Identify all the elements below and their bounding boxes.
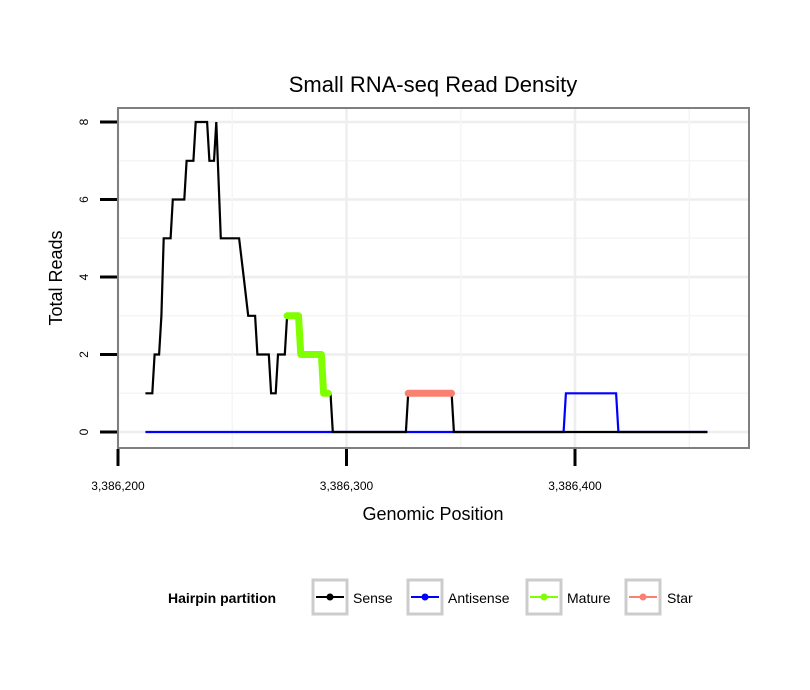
legend-label-sense: Sense bbox=[353, 590, 393, 606]
plot-panel-border bbox=[117, 107, 750, 449]
y-tick-label: 4 bbox=[77, 273, 91, 280]
legend-label-star: Star bbox=[667, 590, 693, 606]
series-layer bbox=[145, 120, 708, 434]
x-axis-ticks: 3,386,200 3,386,300 3,386,400 bbox=[91, 449, 602, 493]
chart-title: Small RNA-seq Read Density bbox=[289, 72, 578, 97]
y-axis-ticks: 0 2 4 6 8 bbox=[77, 118, 117, 435]
legend: Sense Antisense Mature Star bbox=[311, 578, 693, 616]
legend-key-point-star bbox=[639, 593, 647, 601]
legend-title: Hairpin partition bbox=[168, 590, 276, 606]
y-tick-label: 6 bbox=[77, 196, 91, 203]
legend-label-antisense: Antisense bbox=[448, 590, 510, 606]
legend-key-point-mature bbox=[540, 593, 548, 601]
legend-key-point-sense bbox=[326, 593, 334, 601]
series-line-mature bbox=[283, 312, 332, 397]
legend-label-mature: Mature bbox=[567, 590, 611, 606]
y-tick-label: 2 bbox=[77, 351, 91, 358]
x-tick-label: 3,386,300 bbox=[320, 479, 374, 493]
x-tick-label: 3,386,400 bbox=[548, 479, 602, 493]
legend-key-point-antisense bbox=[421, 593, 429, 601]
y-axis-label: Total Reads bbox=[46, 230, 66, 325]
x-axis-label: Genomic Position bbox=[362, 504, 503, 524]
y-tick-label: 0 bbox=[77, 428, 91, 435]
y-tick-label: 8 bbox=[77, 118, 91, 125]
x-tick-label: 3,386,200 bbox=[91, 479, 145, 493]
